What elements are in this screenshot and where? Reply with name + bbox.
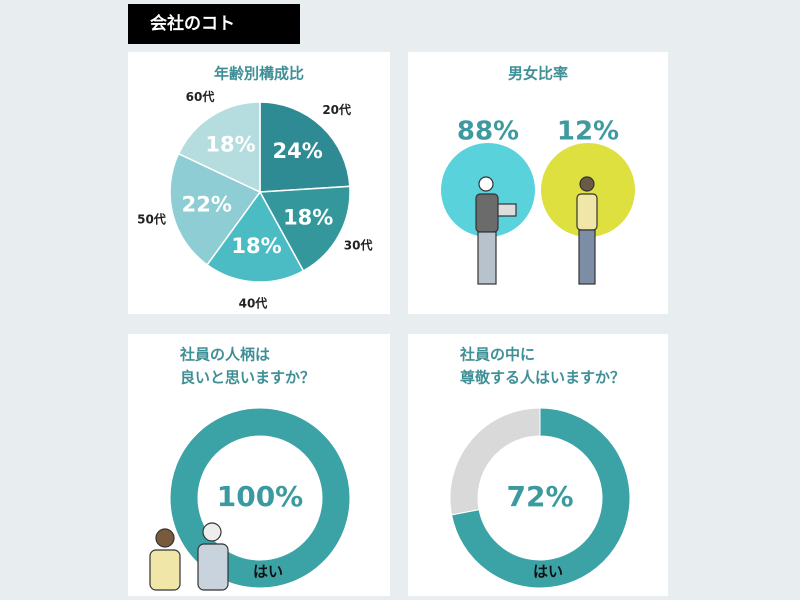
category-label: 40代: [239, 295, 268, 310]
chart-title: 尊敬する人はいますか？: [460, 369, 625, 387]
category-label: はい: [253, 563, 283, 581]
chart-title: 年齢別構成比: [214, 65, 304, 83]
value-label: 18%: [231, 234, 281, 258]
category-label: はい: [533, 563, 563, 581]
value-label: 72%: [506, 480, 573, 513]
category-label: 50代: [137, 211, 166, 226]
header-box: [128, 4, 300, 44]
value-label: 18%: [205, 133, 255, 157]
donut-segment: [451, 407, 631, 589]
illustration-man: [475, 176, 517, 285]
category-label: 30代: [344, 237, 373, 252]
header-title: 会社のコト: [150, 13, 235, 34]
illustration-woman: [576, 176, 598, 285]
value-label: 12%: [557, 117, 619, 147]
pie-slice: [259, 101, 351, 193]
value-label: 100%: [217, 480, 304, 513]
pie-slice: [177, 101, 261, 194]
illustration-people: [149, 522, 229, 591]
chart-title: 社員の人柄は: [179, 346, 270, 364]
marks: 年齢別構成比 24% 20代 18% 30代 18% 40代 22% 50代 18% 60代 男女比率…: [137, 65, 635, 589]
category-label: 20代: [322, 102, 351, 117]
donut-segment: [449, 407, 541, 516]
pie-slice: [258, 185, 351, 272]
donut-segment: [169, 407, 351, 589]
chart-title: 社員の中に: [459, 346, 535, 364]
panel: [408, 334, 668, 596]
pie-slice: [206, 190, 305, 283]
chart-title: 男女比率: [508, 65, 568, 83]
chart-title: 良いと思いますか？: [180, 369, 315, 387]
value-label: 88%: [457, 117, 519, 147]
category-label: 60代: [186, 89, 215, 104]
value-label: 24%: [273, 139, 323, 163]
value-label: 18%: [283, 205, 333, 229]
value-label: 22%: [182, 193, 232, 217]
